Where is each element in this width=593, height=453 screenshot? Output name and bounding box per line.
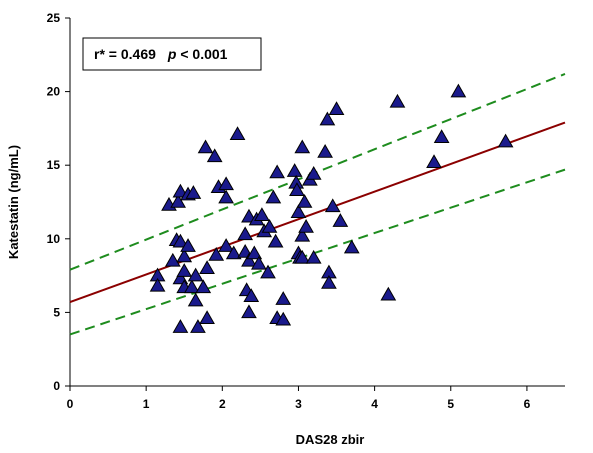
x-tick-label: 2 (219, 397, 226, 411)
stats-annotation: r* = 0.469 p < 0.001 (82, 37, 262, 71)
y-axis-title: Katestatin (ng/mL) (6, 145, 21, 259)
annotation-text: r* = 0.469 p < 0.001 (94, 46, 228, 62)
data-point-triangle (218, 176, 234, 191)
x-tick-label: 4 (371, 397, 378, 411)
data-point-triangle (389, 93, 406, 108)
p-symbol: p (167, 46, 177, 62)
y-tick-label: 15 (47, 158, 61, 172)
data-point-triangle (289, 182, 305, 196)
data-point-triangle (172, 233, 189, 248)
y-tick-label: 25 (47, 11, 61, 25)
data-point-triangle (241, 304, 257, 319)
x-tick-label: 0 (67, 397, 74, 411)
y-tick-label: 5 (53, 305, 60, 319)
data-point-triangle (450, 83, 467, 98)
data-point-triangle (286, 163, 303, 177)
data-point-triangle (321, 274, 337, 289)
data-point-triangle (164, 252, 181, 267)
data-point-triangle (208, 246, 225, 261)
data-point-triangle (317, 143, 333, 158)
data-point-triangle (176, 248, 193, 263)
data-point-triangle (254, 207, 270, 221)
data-point-triangle (426, 154, 442, 169)
data-point-triangle (229, 126, 246, 141)
data-point-triangle (298, 219, 314, 233)
data-point-triangle (305, 166, 322, 180)
data-point-triangle (187, 292, 204, 307)
x-axis: 0 1 2 3 4 5 6 (67, 385, 565, 411)
data-point-triangle (199, 310, 215, 325)
data-point-triangle (324, 198, 341, 213)
x-tick-label: 6 (524, 397, 531, 411)
x-tick-label: 1 (143, 397, 150, 411)
data-points (149, 83, 514, 333)
data-point-triangle (176, 263, 193, 277)
data-point-triangle (180, 238, 196, 252)
data-point-triangle (296, 193, 313, 208)
data-point-triangle (183, 279, 200, 294)
ci-lower-line (69, 168, 566, 336)
data-point-triangle (218, 189, 234, 204)
data-point-triangle (275, 311, 292, 326)
data-point-triangle (261, 219, 278, 233)
data-point-triangle (206, 148, 223, 163)
data-point-triangle (170, 193, 186, 208)
data-point-triangle (241, 252, 257, 267)
data-point-triangle (433, 129, 450, 143)
data-point-triangle (149, 277, 166, 292)
data-point-triangle (197, 139, 214, 154)
data-point-triangle (190, 319, 206, 333)
regression-lines (69, 73, 566, 336)
data-point-triangle (497, 133, 514, 148)
data-point-triangle (305, 249, 322, 264)
annotation-box (82, 37, 262, 71)
data-point-triangle (269, 164, 285, 179)
data-point-triangle (380, 286, 397, 301)
data-point-triangle (294, 249, 311, 264)
data-point-triangle (265, 189, 282, 204)
y-tick-label: 0 (53, 379, 60, 393)
regression-fit-line (69, 121, 566, 304)
y-tick-label: 20 (47, 85, 61, 99)
data-point-triangle (294, 227, 311, 242)
data-point-triangle (275, 291, 292, 305)
ci-upper-line (69, 73, 566, 271)
data-point-triangle (243, 288, 260, 302)
data-point-triangle (187, 267, 204, 282)
data-point-triangle (218, 238, 234, 252)
data-point-triangle (319, 111, 336, 126)
data-point-triangle (172, 319, 189, 333)
data-point-triangle (343, 239, 360, 254)
data-point-triangle (251, 255, 267, 270)
x-tick-label: 3 (295, 397, 302, 411)
data-point-triangle (294, 139, 311, 154)
x-tick-label: 5 (447, 397, 454, 411)
data-point-triangle (332, 213, 349, 227)
data-point-triangle (199, 260, 215, 274)
r-value: r* = 0.469 (94, 46, 156, 62)
data-point-triangle (185, 185, 202, 199)
data-point-triangle (237, 226, 254, 241)
y-axis: 0 5 10 15 20 25 (47, 11, 71, 393)
data-point-triangle (260, 264, 276, 279)
x-axis-title: DAS28 zbir (296, 432, 365, 447)
p-value: < 0.001 (176, 46, 227, 62)
data-point-triangle (267, 233, 284, 248)
data-point-triangle (290, 204, 307, 219)
data-point-triangle (225, 245, 242, 260)
data-point-triangle (195, 279, 212, 294)
data-point-triangle (246, 245, 263, 260)
data-point-triangle (328, 101, 345, 116)
y-tick-label: 10 (47, 232, 61, 246)
